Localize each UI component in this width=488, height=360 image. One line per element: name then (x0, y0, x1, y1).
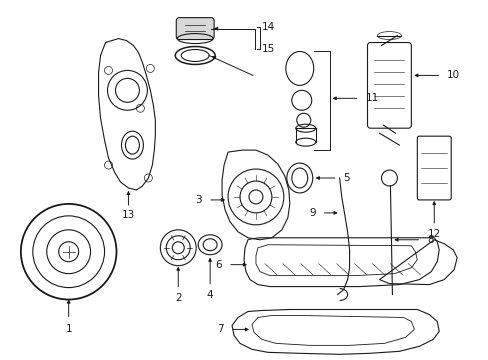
Text: 5: 5 (343, 173, 349, 183)
Text: 6: 6 (215, 260, 222, 270)
Text: 13: 13 (122, 210, 135, 220)
Text: 11: 11 (365, 93, 378, 103)
Text: 1: 1 (65, 324, 72, 334)
FancyBboxPatch shape (176, 18, 214, 40)
Text: 7: 7 (217, 324, 224, 334)
Text: 12: 12 (427, 229, 440, 239)
Text: 4: 4 (206, 289, 213, 300)
Text: 2: 2 (175, 293, 181, 302)
Text: 8: 8 (427, 235, 433, 245)
Text: 10: 10 (447, 71, 459, 80)
Text: 15: 15 (262, 44, 275, 54)
Text: 14: 14 (262, 22, 275, 32)
Text: 3: 3 (195, 195, 202, 205)
Text: 9: 9 (308, 208, 315, 218)
